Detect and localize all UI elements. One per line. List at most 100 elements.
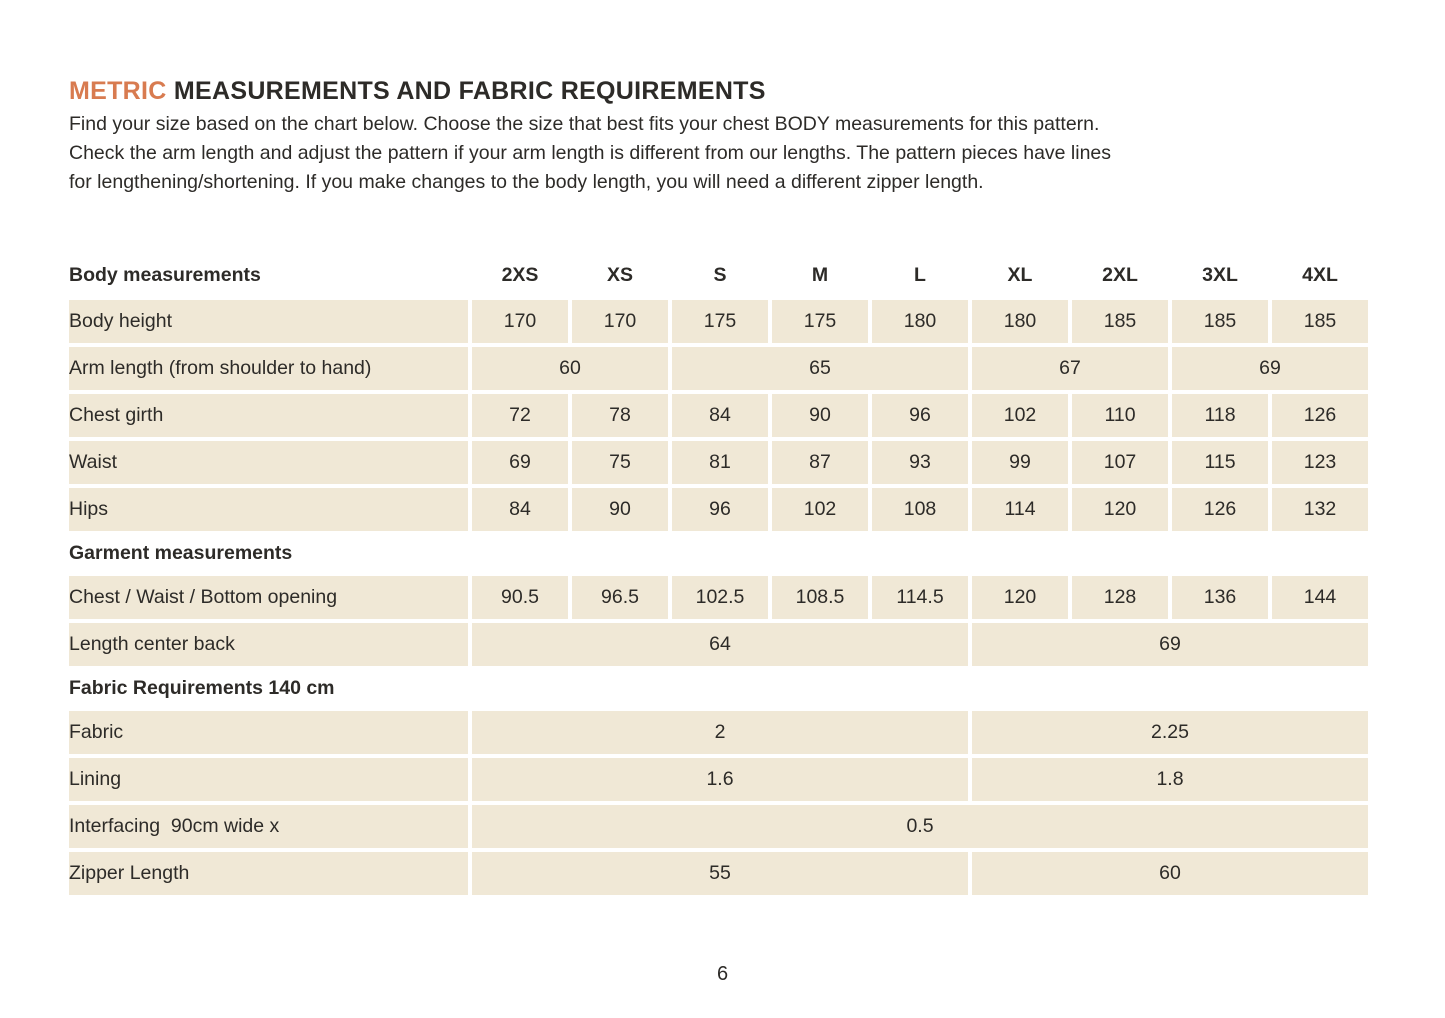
section-header-label: Garment measurements xyxy=(69,542,293,564)
value-cell: 87 xyxy=(772,441,868,484)
value-cell: 180 xyxy=(872,300,968,343)
value-cell: 136 xyxy=(1172,576,1268,619)
table-row: Hips 84 90 96 102 108 114 120 126 132 xyxy=(69,488,1368,531)
value-cell: 120 xyxy=(972,576,1068,619)
value-cell: 185 xyxy=(1072,300,1168,343)
value-cell: 170 xyxy=(572,300,668,343)
section-header-label: Fabric Requirements 140 cm xyxy=(69,677,335,699)
column-header-size-2xs: 2XS xyxy=(501,263,539,286)
value-cell: 108 xyxy=(872,488,968,531)
value-cell: 69 xyxy=(472,441,568,484)
row-label: Interfacing 90cm wide x xyxy=(69,805,468,848)
value-cell: 93 xyxy=(872,441,968,484)
page-title: METRIC MEASUREMENTS AND FABRIC REQUIREME… xyxy=(69,76,766,106)
row-label: Waist xyxy=(69,441,468,484)
column-header-size-xl: XL xyxy=(1007,263,1033,286)
value-cell: 78 xyxy=(572,394,668,437)
value-cell: 102 xyxy=(772,488,868,531)
table-header-row: Body measurements 2XS XS S M L XL 2XL 3XL 4XL xyxy=(69,254,1368,296)
value-cell: 65 xyxy=(672,347,968,390)
value-cell: 114 xyxy=(972,488,1068,531)
value-cell: 128 xyxy=(1072,576,1168,619)
intro-paragraph: Find your size based on the chart below.… xyxy=(69,110,1111,197)
table-row: Interfacing 90cm wide x 0.5 xyxy=(69,805,1368,848)
value-cell: 96 xyxy=(872,394,968,437)
table-row: Waist 69 75 81 87 93 99 107 115 123 xyxy=(69,441,1368,484)
table-row: Length center back 64 69 xyxy=(69,623,1368,666)
intro-line: Check the arm length and adjust the patt… xyxy=(69,142,1112,164)
value-cell: 55 xyxy=(472,852,968,895)
value-cell: 110 xyxy=(1072,394,1168,437)
value-cell: 108.5 xyxy=(772,576,868,619)
value-cell: 118 xyxy=(1172,394,1268,437)
value-cell: 96 xyxy=(672,488,768,531)
value-cell: 90 xyxy=(572,488,668,531)
value-cell: 0.5 xyxy=(472,805,1368,848)
value-cell: 107 xyxy=(1072,441,1168,484)
value-cell: 123 xyxy=(1272,441,1368,484)
table-row: Body height 170 170 175 175 180 180 185 185 185 xyxy=(69,300,1368,343)
page-title-rest: MEASUREMENTS AND FABRIC REQUIREMENTS xyxy=(166,77,766,105)
value-cell: 2 xyxy=(472,711,968,754)
value-cell: 144 xyxy=(1272,576,1368,619)
value-cell: 84 xyxy=(672,394,768,437)
column-header-size-m: M xyxy=(811,263,829,286)
value-cell: 96.5 xyxy=(572,576,668,619)
value-cell: 120 xyxy=(1072,488,1168,531)
row-label: Body height xyxy=(69,300,468,343)
value-cell: 115 xyxy=(1172,441,1268,484)
value-cell: 180 xyxy=(972,300,1068,343)
row-label: Chest girth xyxy=(69,394,468,437)
value-cell: 185 xyxy=(1272,300,1368,343)
table-row: Lining 1.6 1.8 xyxy=(69,758,1368,801)
value-cell: 72 xyxy=(472,394,568,437)
intro-line: for lengthening/shortening. If you make … xyxy=(69,171,984,193)
intro-line: Find your size based on the chart below.… xyxy=(69,113,1100,135)
row-label: Lining xyxy=(69,758,468,801)
column-header-size-3xl: 3XL xyxy=(1202,263,1238,286)
table-row: Zipper Length 55 60 xyxy=(69,852,1368,895)
value-cell: 102 xyxy=(972,394,1068,437)
value-cell: 99 xyxy=(972,441,1068,484)
column-header-size-2xl: 2XL xyxy=(1102,263,1138,286)
size-chart-table: Body measurements 2XS XS S M L XL 2XL 3XL 4XL Body… xyxy=(65,250,1372,899)
value-cell: 185 xyxy=(1172,300,1268,343)
value-cell: 67 xyxy=(972,347,1168,390)
column-header-size-l: L xyxy=(914,263,926,286)
section-header-row: Garment measurements xyxy=(69,535,1368,572)
row-label: Length center back xyxy=(69,623,468,666)
column-header-size-xs: XS xyxy=(606,263,633,286)
value-cell: 126 xyxy=(1172,488,1268,531)
row-label: Arm length (from shoulder to hand) xyxy=(69,347,468,390)
value-cell: 175 xyxy=(772,300,868,343)
value-cell: 1.6 xyxy=(472,758,968,801)
page-number: 6 xyxy=(716,963,729,985)
column-header-body-measurements: Body measurements xyxy=(69,263,261,286)
column-header-size-s: S xyxy=(713,263,727,286)
value-cell: 60 xyxy=(972,852,1368,895)
value-cell: 90 xyxy=(772,394,868,437)
table-row: Chest girth 72 78 84 90 96 102 110 118 126 xyxy=(69,394,1368,437)
row-label: Zipper Length xyxy=(69,852,468,895)
value-cell: 170 xyxy=(472,300,568,343)
value-cell: 64 xyxy=(472,623,968,666)
value-cell: 2.25 xyxy=(972,711,1368,754)
table-row: Arm length (from shoulder to hand) 60 65 67… xyxy=(69,347,1368,390)
table-row: Chest / Waist / Bottom opening 90.5 96.5 10… xyxy=(69,576,1368,619)
row-label: Chest / Waist / Bottom opening xyxy=(69,576,468,619)
page-title-highlight: METRIC xyxy=(69,77,167,105)
section-header-row: Fabric Requirements 140 cm xyxy=(69,670,1368,707)
value-cell: 90.5 xyxy=(472,576,568,619)
value-cell: 102.5 xyxy=(672,576,768,619)
value-cell: 75 xyxy=(572,441,668,484)
value-cell: 175 xyxy=(672,300,768,343)
value-cell: 114.5 xyxy=(872,576,968,619)
value-cell: 81 xyxy=(672,441,768,484)
column-header-size-4xl: 4XL xyxy=(1302,263,1338,286)
value-cell: 69 xyxy=(1172,347,1368,390)
table-row: Fabric 2 2.25 xyxy=(69,711,1368,754)
row-label: Hips xyxy=(69,488,468,531)
value-cell: 126 xyxy=(1272,394,1368,437)
value-cell: 69 xyxy=(972,623,1368,666)
